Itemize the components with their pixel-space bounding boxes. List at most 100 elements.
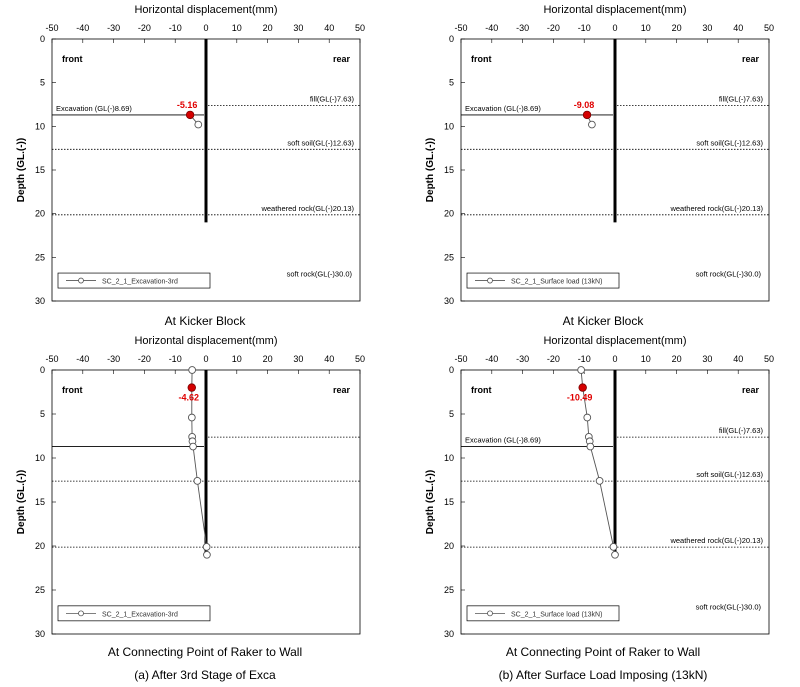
- p2-y-tick-label: 0: [449, 34, 454, 44]
- p4-x-tick-label: 0: [612, 354, 617, 364]
- p4-x-tick-label: -20: [547, 354, 560, 364]
- p2-x-tick-label: -40: [485, 23, 498, 33]
- p4-highlight-label: -10.49: [567, 393, 593, 403]
- p3-data-point: [188, 366, 196, 374]
- p3-x-tick-label: 20: [263, 354, 273, 364]
- p2-layer-label: fill(GL(-)7.63): [719, 95, 764, 104]
- p3-front-label: front: [62, 385, 83, 395]
- p3-data-point: [187, 413, 196, 422]
- p3-x-tick-label: 10: [232, 354, 242, 364]
- p3-highlight-label: -4.62: [179, 393, 200, 403]
- p1-front-label: front: [62, 54, 83, 64]
- p3-x-tick-label: 50: [355, 354, 365, 364]
- p2-x-tick-label: 40: [733, 23, 743, 33]
- p4-excavation-label: Excavation (GL(-)8.69): [465, 435, 541, 444]
- p1-highlight-label: -5.16: [177, 100, 198, 110]
- p4-x-tick-label: 10: [641, 354, 651, 364]
- p3-data-point: [193, 477, 202, 485]
- p1-y-tick-label: 5: [40, 78, 45, 88]
- p4-x-tick-label: -50: [454, 354, 467, 364]
- p3-x-tick-label: -50: [45, 354, 58, 364]
- p4-y-axis-title: Depth (GL.(-)): [425, 470, 436, 534]
- p1-x-tick-label: 10: [232, 23, 242, 33]
- p3-legend-marker: [78, 610, 84, 617]
- p4-legend-marker: [487, 610, 493, 617]
- p4-data-point: [583, 413, 592, 422]
- p3-y-tick-label: 30: [35, 629, 45, 639]
- caption-top-right: At Kicker Block: [562, 314, 644, 328]
- p4-x-tick-label: 30: [702, 354, 712, 364]
- p1-layer-label: fill(GL(-)7.63): [310, 95, 355, 104]
- p1-x-tick-label: 30: [293, 23, 303, 33]
- p4-x-tick-label: 40: [733, 354, 743, 364]
- p4-layer-label: fill(GL(-)7.63): [719, 426, 764, 435]
- p1-legend-label: SC_2_1_Excavation-3rd: [102, 279, 178, 286]
- p4-y-tick-label: 25: [444, 585, 454, 595]
- p3-y-tick-label: 15: [35, 497, 45, 507]
- p2-x-axis-title: Horizontal displacement(mm): [543, 4, 686, 16]
- p4-y-tick-label: 5: [449, 409, 454, 419]
- p3-x-tick-label: -40: [76, 354, 89, 364]
- p4-x-tick-label: -30: [516, 354, 529, 364]
- p3-y-tick-label: 0: [40, 365, 45, 375]
- p1-y-axis-title: Depth (GL.(-)): [16, 138, 27, 202]
- p3-x-axis-title: Horizontal displacement(mm): [134, 335, 277, 347]
- p4-data-point: [611, 550, 619, 559]
- p3-x-tick-label: 40: [324, 354, 334, 364]
- p1-bottom-layer-label: soft rock(GL(-)30.0): [287, 270, 353, 279]
- p2-x-tick-label: 10: [641, 23, 651, 33]
- p3-x-tick-label: -20: [138, 354, 151, 364]
- p3-legend-label: SC_2_1_Excavation-3rd: [102, 611, 178, 618]
- p1-x-tick-label: 0: [203, 23, 208, 33]
- p2-excavation-label: Excavation (GL(-)8.69): [465, 104, 541, 113]
- p3-x-tick-label: 30: [293, 354, 303, 364]
- p4-y-tick-label: 20: [444, 541, 454, 551]
- p2-y-tick-label: 20: [444, 209, 454, 219]
- p1-data-point: [194, 120, 203, 129]
- p2-layer-label: soft soil(GL(-)12.63): [696, 138, 763, 147]
- p4-layer-label: weathered rock(GL(-)20.13): [669, 536, 763, 545]
- p2-highlight-label: -9.08: [574, 100, 595, 110]
- p1-legend-box: [57, 272, 211, 289]
- p1-legend-marker: [78, 277, 84, 284]
- p2-x-tick-label: 50: [764, 23, 774, 33]
- p2-y-tick-label: 5: [449, 78, 454, 88]
- p4-data-point: [595, 477, 604, 485]
- caption-top-left: At Kicker Block: [164, 314, 246, 328]
- p3-highlight-point: [187, 383, 196, 392]
- p1-y-tick-label: 30: [35, 296, 45, 306]
- p3-data-point: [202, 543, 211, 551]
- p4-bottom-layer-label: soft rock(GL(-)30.0): [696, 602, 762, 611]
- caption-bottom-left: At Connecting Point of Raker to Wall: [107, 645, 303, 659]
- p3-y-tick-label: 20: [35, 541, 45, 551]
- p2-rear-label: rear: [742, 54, 760, 64]
- subcaption-b: (b) After Surface Load Imposing (13kN): [498, 668, 708, 682]
- p2-x-tick-label: 30: [702, 23, 712, 33]
- p4-highlight-point: [578, 383, 587, 392]
- p3-rear-label: rear: [333, 385, 351, 395]
- p4-data-point: [609, 543, 618, 551]
- p2-legend-marker: [487, 277, 493, 284]
- p1-y-tick-label: 20: [35, 209, 45, 219]
- p1-rear-label: rear: [333, 54, 351, 64]
- p1-y-tick-label: 25: [35, 252, 45, 262]
- p2-front-label: front: [471, 54, 492, 64]
- p2-bottom-layer-label: soft rock(GL(-)30.0): [696, 270, 762, 279]
- p1-x-tick-label: -50: [45, 23, 58, 33]
- p3-y-tick-label: 5: [40, 409, 45, 419]
- p4-front-label: front: [471, 385, 492, 395]
- p1-x-tick-label: -10: [169, 23, 182, 33]
- p4-x-tick-label: 20: [672, 354, 682, 364]
- p3-data-point: [189, 442, 197, 451]
- p4-y-tick-label: 0: [449, 365, 454, 375]
- p3-y-tick-label: 25: [35, 585, 45, 595]
- p1-x-tick-label: 40: [324, 23, 334, 33]
- p2-y-axis-title: Depth (GL.(-)): [425, 138, 436, 202]
- p2-y-tick-label: 10: [444, 121, 454, 131]
- p2-x-tick-label: -30: [516, 23, 529, 33]
- p3-x-tick-label: 0: [203, 354, 208, 364]
- p2-legend-box: [466, 272, 620, 289]
- p4-legend-label: SC_2_1_Surface load (13kN): [511, 611, 602, 618]
- p4-legend-box: [466, 605, 620, 622]
